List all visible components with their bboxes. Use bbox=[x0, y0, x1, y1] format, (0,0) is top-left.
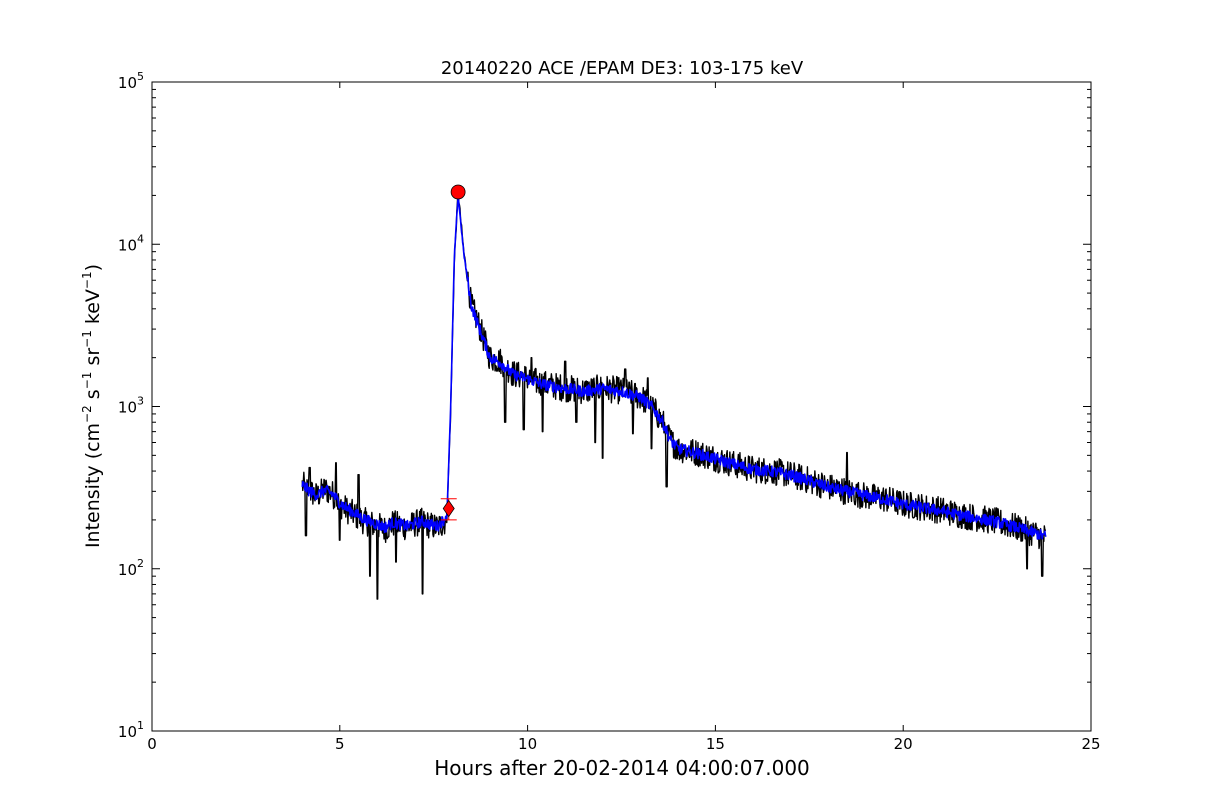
y-tick-label: 105 bbox=[118, 70, 144, 92]
x-tick-label: 15 bbox=[706, 735, 725, 753]
y-tick-label: 104 bbox=[118, 232, 144, 254]
x-tick-label: 10 bbox=[518, 735, 537, 753]
peak-marker bbox=[450, 184, 466, 200]
y-tick-label: 103 bbox=[118, 395, 144, 417]
series-line-smoothed bbox=[301, 197, 1047, 540]
y-tick-label: 102 bbox=[118, 557, 144, 579]
series-line-raw bbox=[301, 192, 1047, 600]
y-axis-ticks: 101 102 103 104 105 bbox=[118, 70, 1091, 741]
x-tick-label: 20 bbox=[894, 735, 913, 753]
x-tick-label: 0 bbox=[147, 735, 157, 753]
plot-frame bbox=[151, 81, 1092, 732]
series-layer bbox=[301, 192, 1047, 600]
chart-title: 20140220 ACE /EPAM DE3: 103-175 keV bbox=[441, 58, 804, 79]
x-tick-label: 25 bbox=[1081, 735, 1100, 753]
x-axis-label: Hours after 20-02-2014 04:00:07.000 bbox=[434, 756, 810, 780]
onset-marker bbox=[442, 499, 455, 518]
y-tick-label: 101 bbox=[118, 719, 144, 741]
x-tick-label: 5 bbox=[335, 735, 345, 753]
y-axis-label: Intensity (cm−2 s−1 sr−1 keV−1) bbox=[80, 264, 104, 548]
marker-layer bbox=[440, 184, 466, 521]
x-axis-ticks: 0 5 10 15 20 25 bbox=[147, 82, 1101, 753]
